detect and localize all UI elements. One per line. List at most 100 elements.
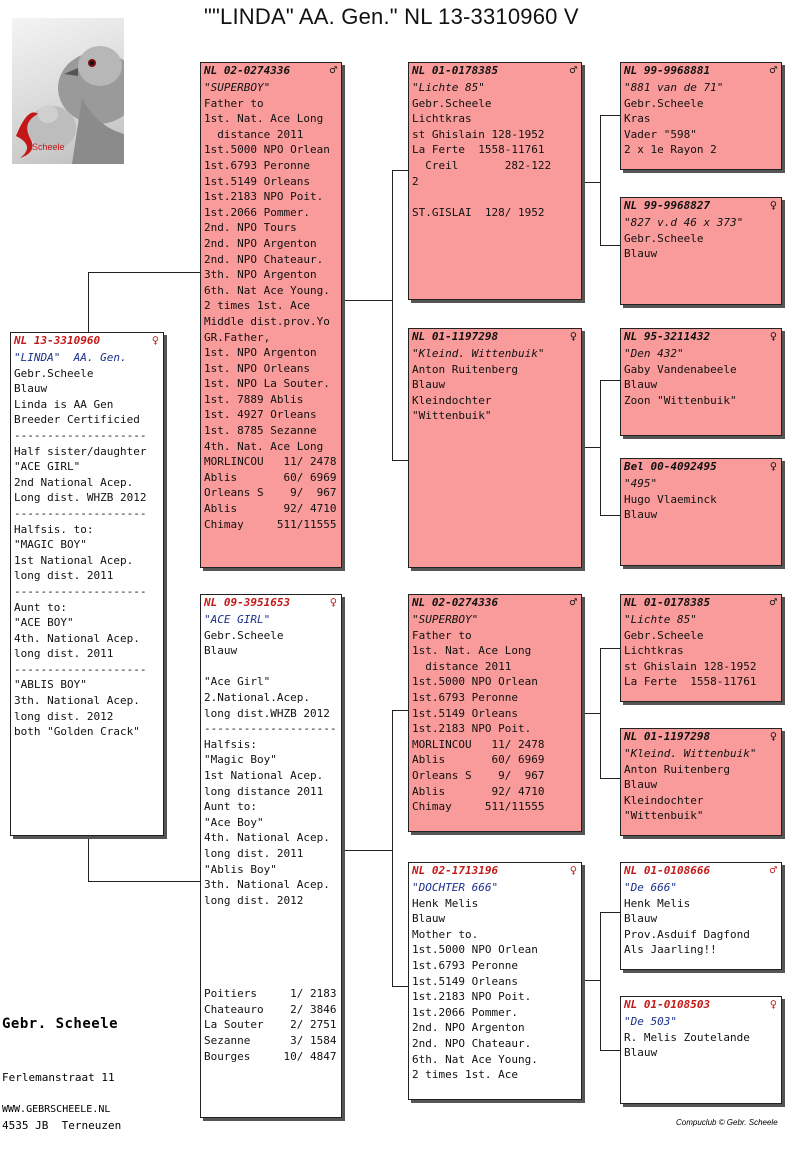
female-icon: ♀ <box>769 197 777 212</box>
info-line: "Ablis Boy" <box>204 862 277 876</box>
sds-card[interactable]: NL 95-3211432 ♀ "Den 432" Gaby Vandenabee… <box>620 328 782 436</box>
connector-line <box>342 300 392 301</box>
pigeon-name: "SUPERBOY" <box>204 81 271 94</box>
info-line: Blauw <box>624 247 658 261</box>
page-title: ""LINDA" AA. Gen." NL 13-3310960 V <box>204 4 579 29</box>
dss-card[interactable]: NL 01-0178385 ♂ "Lichte 85" Gebr.Scheele L… <box>620 594 782 702</box>
info-line: 2 x 1e Rayon 2 <box>624 143 717 157</box>
info-line: Ablis 92/ 4710 <box>204 502 337 516</box>
info-line: 1st.5000 NPO Orlean <box>412 943 538 957</box>
breeder-name: Gebr. Scheele <box>2 1016 119 1032</box>
info-line: Blauw <box>624 778 658 792</box>
dam-card[interactable]: NL 09-3951653 ♀ "ACE GIRL" Gebr.Scheele Bl… <box>200 594 342 1118</box>
ssd-card[interactable]: NL 99-9968827 ♀ "827 v.d 46 x 373" Gebr.S… <box>620 197 782 305</box>
info-line: Als Jaarling!! <box>624 943 717 957</box>
info-line: 2nd. NPO Argenton <box>412 1021 525 1035</box>
pigeon-info: Hugo Vlaeminck Blauw <box>624 492 778 523</box>
connector-line <box>600 912 601 1050</box>
info-line: Linda is AA Gen <box>14 397 114 411</box>
pigeon-info: Gebr.Scheele Blauw "Ace Girl" 2.National.Ac… <box>204 628 338 1065</box>
dsd-card[interactable]: NL 01-1197298 ♀ "Kleind. Wittenbuik" Anto… <box>620 728 782 836</box>
info-line <box>204 955 338 971</box>
info-line: distance 2011 <box>204 127 304 141</box>
female-icon: ♀ <box>569 862 577 877</box>
info-line: both "Golden Crack" <box>14 725 140 739</box>
ddd-card[interactable]: NL 01-0108503 ♀ "De 503" R. Melis Zoutela… <box>620 996 782 1104</box>
female-icon: ♀ <box>769 328 777 343</box>
pigeon-info: Gebr.Scheele Blauw <box>624 231 778 262</box>
sire-sire-card[interactable]: NL 01-0178385 ♂ "Lichte 85" Gebr.Scheele L… <box>408 62 582 300</box>
pigeon-name: "495" <box>624 477 658 490</box>
connector-line <box>342 850 392 851</box>
info-line: -------------------- <box>14 506 147 520</box>
info-line: long dist. 2011 <box>14 569 114 583</box>
info-line: Gebr.Scheele <box>14 366 94 380</box>
pigeon-info: R. Melis Zoutelande Blauw <box>624 1030 778 1061</box>
pigeon-info: Henk Melis Blauw Mother to. 1st.5000 NPO Or… <box>412 896 578 1083</box>
website-link[interactable]: WWW.GEBRSCHEELE.NL <box>2 1104 111 1115</box>
info-line: Kleindochter <box>412 393 492 407</box>
pigeon-info: Anton Ruitenberg Blauw Kleindochter "Witten… <box>624 762 778 824</box>
connector-line <box>392 170 393 460</box>
info-line: 4th. National Acep. <box>204 831 330 845</box>
info-line: 2nd. NPO Chateaur. <box>204 252 324 266</box>
info-line: "ACE BOY" <box>14 616 74 630</box>
dam-dam-card[interactable]: NL 02-1713196 ♀ "DOCHTER 666" Henk Melis B… <box>408 862 582 1100</box>
info-line: 1st. Nat. Ace Long <box>412 644 532 658</box>
info-line: "Magic Boy" <box>204 753 277 767</box>
info-line: 1st. 4927 Orleans <box>204 408 317 422</box>
connector-line <box>392 460 408 461</box>
info-line: 3th. National Acep. <box>14 694 140 708</box>
info-line: 2.National.Acep. <box>204 690 310 704</box>
logo-text: Scheele <box>32 142 65 152</box>
connector-line <box>88 881 200 882</box>
info-line: Prov.Asduif Dagfond <box>624 927 750 941</box>
sdd-card[interactable]: Bel 00-4092495 ♀ "495" Hugo Vlaeminck Blau… <box>620 458 782 566</box>
ring-number: NL 01-1197298 <box>412 329 499 343</box>
connector-line <box>582 980 600 981</box>
info-line: 6th. Nat Ace Young. <box>204 283 330 297</box>
dds-card[interactable]: NL 01-0108666 ♂ "De 666" Henk Melis Blauw P… <box>620 862 782 970</box>
info-line <box>204 939 338 955</box>
pigeon-name: "De 503" <box>624 1015 677 1028</box>
info-line: st Ghislain 128-1952 <box>624 659 757 673</box>
info-line: La Ferte 1558-11761 <box>412 143 545 157</box>
info-line: "Wittenbuik" <box>412 409 492 423</box>
ring-number: NL 95-3211432 <box>624 329 711 343</box>
info-line: long dist. 2011 <box>204 846 304 860</box>
pigeon-info: Gebr.Scheele Lichtkras st Ghislain 128-195… <box>412 96 578 221</box>
sire-dam-card[interactable]: NL 01-1197298 ♀ "Kleind. Wittenbuik" Anto… <box>408 328 582 568</box>
info-line: Hugo Vlaeminck <box>624 492 717 506</box>
info-line: 1st.2183 NPO Poit. <box>412 722 532 736</box>
info-line: -------------------- <box>14 584 147 598</box>
info-line: GR.Father, <box>204 330 271 344</box>
info-line: Chimay 511/11555 <box>412 800 545 814</box>
sss-card[interactable]: NL 99-9968881 ♂ "881 van de 71" Gebr.Sche… <box>620 62 782 170</box>
info-line: st Ghislain 128-1952 <box>412 127 545 141</box>
info-line: 2nd. NPO Chateaur. <box>412 1036 532 1050</box>
info-line: long dist. 2012 <box>204 893 304 907</box>
info-line: Bourges 10/ 4847 <box>204 1049 337 1063</box>
info-line: long distance 2011 <box>204 784 324 798</box>
info-line: Gebr.Scheele <box>624 231 704 245</box>
info-line <box>204 924 338 940</box>
info-line: 1st.6793 Peronne <box>412 958 518 972</box>
info-line: R. Melis Zoutelande <box>624 1030 750 1044</box>
ring-number: NL 01-0108666 <box>624 863 711 877</box>
info-line: -------------------- <box>14 662 147 676</box>
pigeon-name: "Lichte 85" <box>624 613 697 626</box>
info-line: long dist.WHZB 2012 <box>204 706 330 720</box>
info-line: La Ferte 1558-11761 <box>624 675 757 689</box>
sire-card[interactable]: NL 02-0274336 ♂ "SUPERBOY" Father to 1st. … <box>200 62 342 568</box>
credit-text: Compuclub © Gebr. Scheele <box>676 1118 778 1127</box>
info-line <box>412 189 578 205</box>
subject-card[interactable]: NL 13-3310960 ♀ "LINDA" AA. Gen. Gebr.Sch… <box>10 332 164 836</box>
dam-sire-card[interactable]: NL 02-0274336 ♂ "SUPERBOY" Father to 1st. … <box>408 594 582 832</box>
info-line: Vader "598" <box>624 127 697 141</box>
connector-line <box>600 245 620 246</box>
info-line: 1st.2183 NPO Poit. <box>204 190 324 204</box>
pigeon-logo-image <box>16 46 124 164</box>
pigeon-name: "De 666" <box>624 881 677 894</box>
info-line: 6th. Nat Ace Young. <box>412 1052 538 1066</box>
info-line: Orleans S 9/ 967 <box>204 486 337 500</box>
